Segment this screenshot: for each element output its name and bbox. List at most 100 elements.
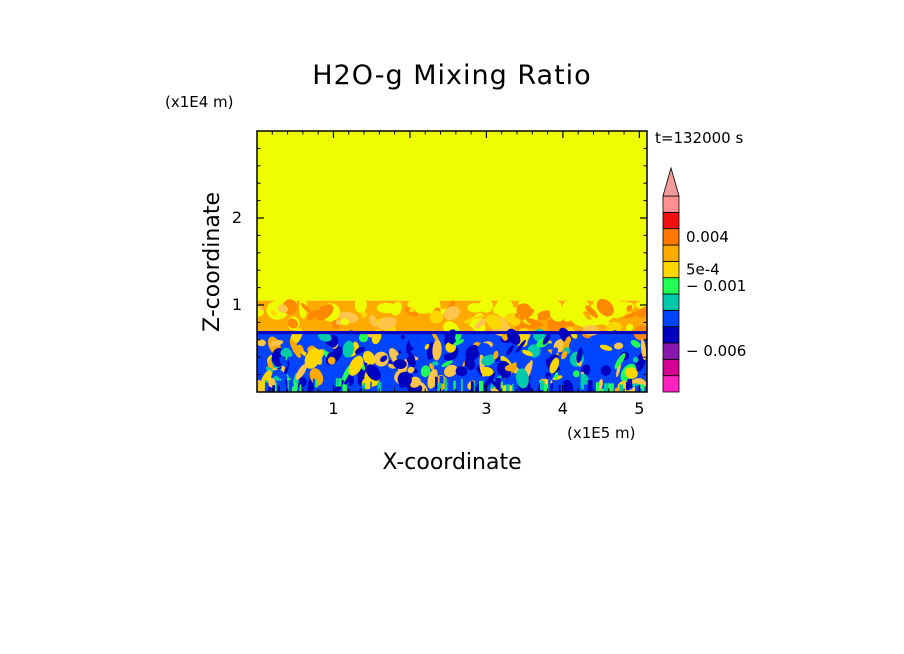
layer-upper bbox=[257, 131, 647, 301]
low-streak bbox=[420, 365, 431, 378]
ground-streak bbox=[351, 384, 356, 392]
low-streak bbox=[279, 356, 288, 368]
mix-streak bbox=[360, 311, 368, 318]
low-streak bbox=[480, 366, 494, 377]
low-streak bbox=[295, 363, 308, 380]
low-streak bbox=[367, 333, 374, 338]
ground-streak bbox=[635, 385, 640, 392]
mix-streak bbox=[315, 304, 334, 321]
low-streak bbox=[481, 354, 496, 366]
ground-streak bbox=[603, 383, 609, 392]
low-streak bbox=[477, 342, 492, 356]
ground-streak bbox=[342, 384, 347, 392]
ground-streak bbox=[435, 385, 437, 392]
ground-streak bbox=[560, 382, 564, 392]
low-streak bbox=[455, 366, 468, 377]
mix-streak bbox=[516, 303, 532, 317]
ground-streak bbox=[478, 380, 484, 392]
colorbar-band bbox=[662, 358, 680, 377]
low-streak bbox=[600, 365, 611, 376]
mix-edge-blob bbox=[354, 296, 367, 313]
ground-streak bbox=[339, 378, 342, 387]
low-streak bbox=[515, 339, 526, 354]
ground-streak bbox=[619, 384, 624, 392]
low-streak bbox=[365, 364, 381, 381]
low-streak bbox=[355, 346, 365, 355]
ground-streak bbox=[336, 378, 341, 386]
mix-streak bbox=[369, 315, 378, 327]
ground-streak bbox=[456, 383, 460, 392]
mix-streak bbox=[340, 318, 349, 326]
colorbar: 0.004 5e-4− 0.001 − 0.006 bbox=[662, 166, 746, 393]
low-streak bbox=[409, 337, 419, 350]
chart-title: H2O-g Mixing Ratio bbox=[312, 60, 591, 91]
low-streak bbox=[614, 353, 626, 369]
mix-edge-blob bbox=[478, 299, 494, 313]
colorbar-band bbox=[662, 228, 680, 246]
ground-streak bbox=[548, 376, 551, 392]
colorbar-band bbox=[662, 342, 680, 360]
x-tick-label: 2 bbox=[405, 399, 415, 418]
mix-edge-blob bbox=[561, 301, 573, 322]
low-streak bbox=[322, 344, 334, 353]
low-streak bbox=[358, 332, 369, 343]
low-streak bbox=[587, 346, 598, 363]
low-streak bbox=[363, 350, 376, 366]
y-tick-label: 2 bbox=[232, 208, 242, 227]
ground-streak bbox=[543, 384, 549, 392]
ground-streak bbox=[558, 384, 561, 392]
plot-area bbox=[256, 130, 648, 393]
colorbar-band bbox=[662, 309, 680, 328]
low-streak bbox=[576, 347, 583, 363]
low-streak bbox=[640, 338, 647, 361]
mix-streak bbox=[270, 310, 277, 316]
mix-streak bbox=[408, 307, 416, 313]
mix-streak bbox=[277, 304, 289, 313]
low-streak bbox=[444, 332, 456, 345]
low-streak bbox=[599, 344, 613, 351]
low-streak bbox=[301, 334, 312, 345]
ground-streak bbox=[362, 383, 366, 392]
ground-streak bbox=[286, 381, 288, 392]
low-streak bbox=[551, 347, 559, 356]
ground-streak bbox=[274, 382, 277, 392]
mix-streak bbox=[546, 319, 557, 334]
low-streak bbox=[561, 350, 568, 360]
low-streak bbox=[515, 368, 529, 389]
x-axis-label: X-coordinate bbox=[382, 450, 521, 475]
ground-streak bbox=[291, 385, 295, 392]
mix-streak bbox=[463, 315, 485, 324]
low-streak bbox=[443, 364, 458, 377]
low-streak bbox=[513, 352, 526, 357]
mix-streak bbox=[625, 323, 634, 332]
ground-streak bbox=[627, 378, 633, 388]
mix-streak bbox=[637, 306, 647, 318]
low-streak bbox=[397, 371, 412, 387]
low-streak bbox=[506, 345, 514, 356]
low-streak bbox=[304, 348, 321, 369]
ground-streak bbox=[312, 378, 316, 386]
mix-streak bbox=[257, 302, 264, 312]
colorbar-band bbox=[662, 211, 680, 230]
ground-streak bbox=[505, 384, 510, 392]
low-streak bbox=[625, 367, 638, 379]
y-tick-label: 1 bbox=[232, 295, 242, 314]
low-streak bbox=[407, 366, 415, 374]
ground-streak bbox=[472, 382, 475, 392]
x-unit-label: (x1E5 m) bbox=[567, 424, 636, 442]
colorbar-band bbox=[662, 195, 680, 213]
ground-streak bbox=[444, 378, 448, 392]
mix-streak bbox=[525, 318, 544, 328]
ground-streak bbox=[461, 378, 463, 392]
ground-streak bbox=[265, 382, 269, 392]
mix-streak bbox=[606, 321, 622, 335]
mix-streak bbox=[556, 321, 576, 327]
x-tick-label: 1 bbox=[328, 399, 338, 418]
mix-streak bbox=[626, 304, 633, 312]
low-streak bbox=[260, 370, 272, 390]
mix-streak bbox=[623, 310, 645, 319]
low-streak bbox=[572, 370, 580, 378]
ground-streak bbox=[435, 376, 438, 389]
mix-streak bbox=[307, 310, 318, 321]
ground-streak bbox=[377, 384, 379, 391]
